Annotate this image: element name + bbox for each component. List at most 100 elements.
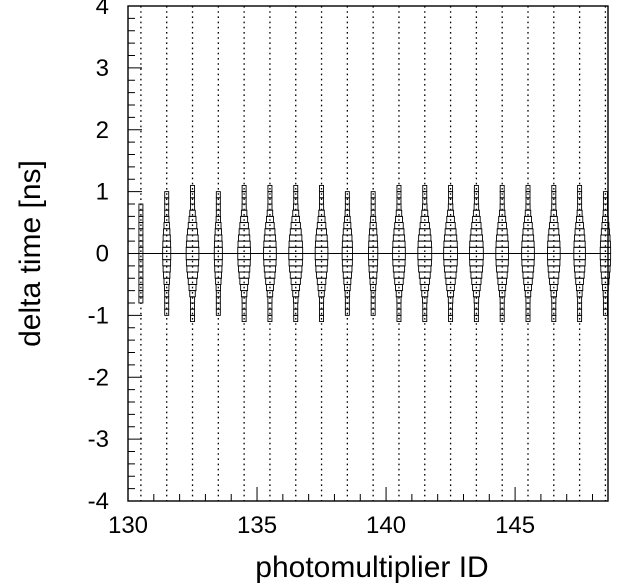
box-mark <box>319 308 324 316</box>
box-mark <box>421 290 429 298</box>
box-mark <box>469 259 484 267</box>
x-tick-label: 135 <box>237 512 277 539</box>
box-mark <box>318 290 325 298</box>
y-tick-label: -4 <box>88 488 109 515</box>
box-mark <box>293 308 299 316</box>
box-mark <box>577 184 583 193</box>
y-tick-label: -3 <box>88 426 109 453</box>
box-mark <box>576 290 583 298</box>
box-mark <box>344 308 350 316</box>
box-mark <box>213 259 223 267</box>
box-mark <box>419 277 430 285</box>
box-mark <box>523 277 533 285</box>
box-mark <box>138 259 144 267</box>
box-mark <box>547 259 561 267</box>
box-mark <box>370 308 376 316</box>
box-mark <box>396 184 402 193</box>
box-mark <box>241 184 247 193</box>
box-mark <box>215 290 221 298</box>
box-mark <box>550 290 558 298</box>
box-mark <box>341 259 353 267</box>
box-mark <box>265 277 275 285</box>
y-tick-label: -1 <box>88 302 109 329</box>
box-mark <box>575 277 584 285</box>
box-mark <box>392 259 406 267</box>
box-mark <box>288 259 303 267</box>
box-mark <box>448 184 454 193</box>
box-mark <box>395 290 403 298</box>
box-mark <box>473 184 479 193</box>
box-mark <box>551 308 557 316</box>
box-mark <box>344 191 350 199</box>
box-mark <box>164 290 170 298</box>
x-tick-label: 145 <box>495 512 535 539</box>
box-mark <box>447 290 455 298</box>
y-tick-label: 1 <box>96 179 109 206</box>
box-mark <box>290 277 301 285</box>
box-mark <box>394 277 404 285</box>
box-mark <box>369 277 377 285</box>
box-mark <box>602 290 609 298</box>
y-tick-labels: -4 -3 -2 -1 0 1 2 3 4 <box>88 0 109 515</box>
box-mark <box>471 277 482 285</box>
box-mark <box>190 184 195 193</box>
y-tick-label: 3 <box>96 55 109 82</box>
box-mark <box>368 259 379 267</box>
box-mark <box>164 308 170 316</box>
box-mark <box>525 308 531 316</box>
box-mark <box>499 184 505 193</box>
box-mark <box>521 259 535 267</box>
box-mark <box>241 308 247 316</box>
box-mark <box>577 308 583 316</box>
box-mark <box>267 308 273 316</box>
box-mark <box>473 308 479 316</box>
box-mark <box>524 290 532 298</box>
y-tick-label: 4 <box>96 0 109 20</box>
box-mark <box>497 277 507 285</box>
y-tick-label: 0 <box>96 241 109 268</box>
box-mark <box>343 277 352 285</box>
box-mark <box>215 308 221 316</box>
box-mark <box>162 259 172 267</box>
box-mark <box>240 290 248 298</box>
box-mark <box>215 277 222 285</box>
box-mark <box>498 290 506 298</box>
box-mark <box>292 290 300 298</box>
y-axis-title: delta time [ns] <box>14 160 47 347</box>
box-mark <box>164 191 170 199</box>
box-mark <box>472 290 480 298</box>
box-mark <box>263 259 277 267</box>
x-tick-label: 140 <box>366 512 406 539</box>
box-mark <box>316 277 327 285</box>
box-mark <box>551 184 557 193</box>
box-mark <box>422 184 428 193</box>
box-mark <box>163 277 170 285</box>
box-mark <box>499 308 505 316</box>
box-mark <box>370 191 376 199</box>
y-tick-label: 2 <box>96 117 109 144</box>
box-mark <box>293 184 299 193</box>
y-tick-label: -2 <box>88 364 109 391</box>
box-mark <box>602 308 608 316</box>
x-tick-label: 130 <box>108 512 148 539</box>
box-mark <box>573 259 586 267</box>
axis-ticks <box>127 17 594 502</box>
box-mark <box>599 259 611 267</box>
box-mark <box>215 191 221 199</box>
x-axis-title: photomultiplier ID <box>255 551 488 584</box>
box-mark <box>239 277 249 285</box>
box-mark <box>187 277 198 285</box>
box-mark <box>370 290 376 298</box>
box-mark <box>417 259 432 267</box>
box-mark <box>549 277 559 285</box>
box-mark <box>237 259 251 267</box>
box-mark <box>445 277 456 285</box>
box-mark <box>190 308 195 316</box>
box-mark <box>185 259 200 267</box>
box-mark <box>319 184 324 193</box>
x-tick-labels: 130 135 140 145 <box>108 512 535 539</box>
box-mark <box>525 184 531 193</box>
box-mark <box>422 308 428 316</box>
box-mark <box>138 277 144 285</box>
